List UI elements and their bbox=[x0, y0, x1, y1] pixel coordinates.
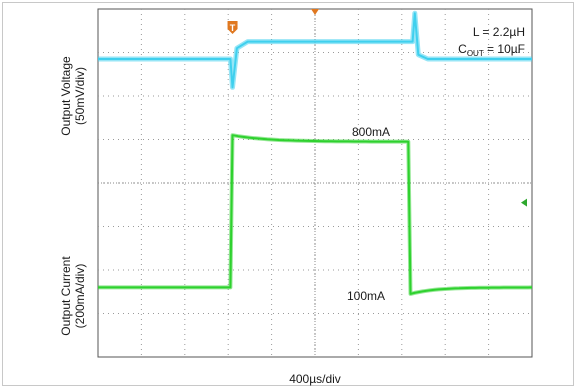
inductor-annotation: L = 2.2µH bbox=[473, 25, 525, 39]
current-scale-label: (200mA/div) bbox=[73, 264, 87, 329]
voltage-trace bbox=[98, 12, 532, 89]
high-current-annotation: 800mA bbox=[352, 125, 390, 139]
markers: T bbox=[227, 9, 527, 207]
level-marker bbox=[521, 198, 527, 207]
x-axis-label: 400µs/div bbox=[289, 372, 341, 386]
current-axis-label: Output Current bbox=[59, 256, 73, 336]
low-current-annotation: 100mA bbox=[347, 289, 385, 303]
cout-prefix: C bbox=[458, 42, 467, 56]
figure-frame bbox=[2, 2, 574, 386]
position-marker bbox=[311, 9, 319, 15]
traces bbox=[98, 10, 533, 296]
current-trace bbox=[98, 134, 533, 295]
grid bbox=[98, 9, 532, 357]
trigger-marker-label: T bbox=[230, 23, 236, 33]
voltage-scale-label: (50mV/div) bbox=[73, 67, 87, 125]
cout-annotation: COUT = 10µF bbox=[458, 42, 525, 58]
cout-subscript: OUT bbox=[467, 49, 484, 58]
voltage-axis-label: Output Voltage bbox=[59, 56, 73, 136]
trigger-marker bbox=[227, 21, 238, 34]
cout-value: = 10µF bbox=[484, 42, 525, 56]
